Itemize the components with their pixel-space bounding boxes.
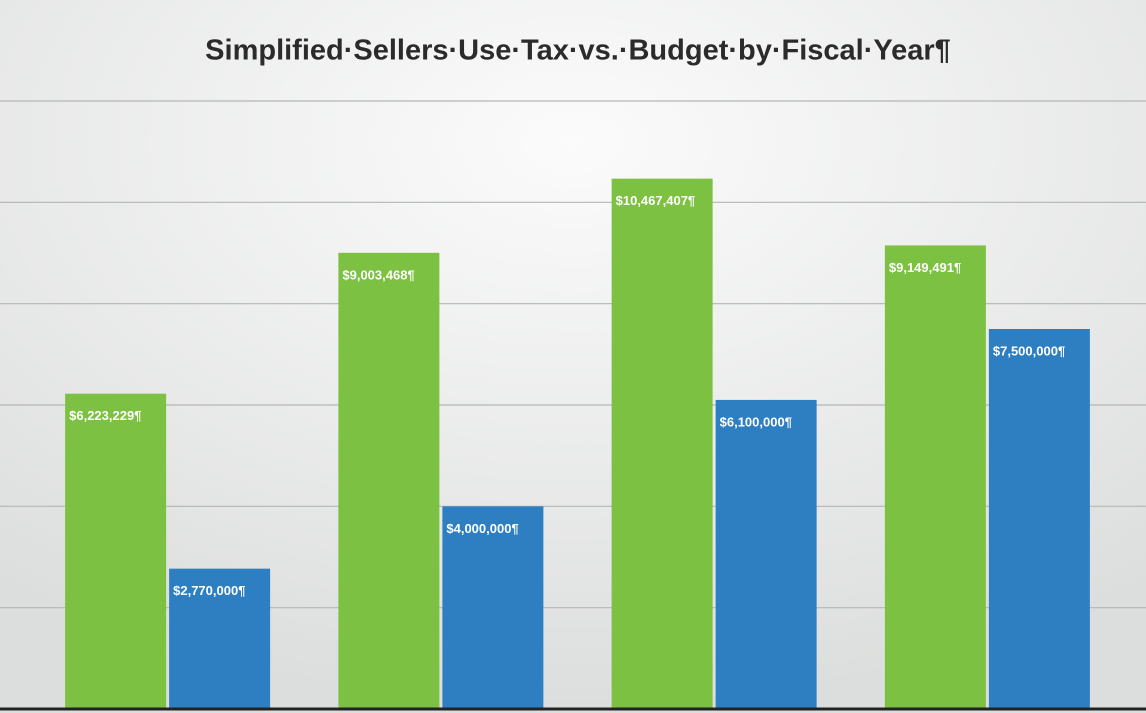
bar [611, 178, 713, 710]
value-label: $9,003,468¶ [342, 267, 414, 282]
value-label: $4,000,000¶ [446, 521, 518, 536]
value-label: $9,149,491¶ [889, 260, 961, 275]
bar [338, 252, 440, 710]
bar [65, 393, 167, 709]
value-label: $7,500,000¶ [993, 343, 1065, 358]
value-label: $10,467,407¶ [616, 193, 696, 208]
chart-title: Simplified·Sellers·Use·Tax·vs.·Budget·by… [205, 35, 951, 67]
value-label: $2,770,000¶ [173, 583, 245, 598]
value-label: $6,100,000¶ [720, 414, 792, 429]
bar [169, 568, 271, 709]
value-label: $6,223,229¶ [69, 408, 141, 423]
bar [884, 245, 986, 710]
bar [715, 399, 817, 709]
bar [988, 329, 1090, 709]
bar [442, 506, 544, 709]
